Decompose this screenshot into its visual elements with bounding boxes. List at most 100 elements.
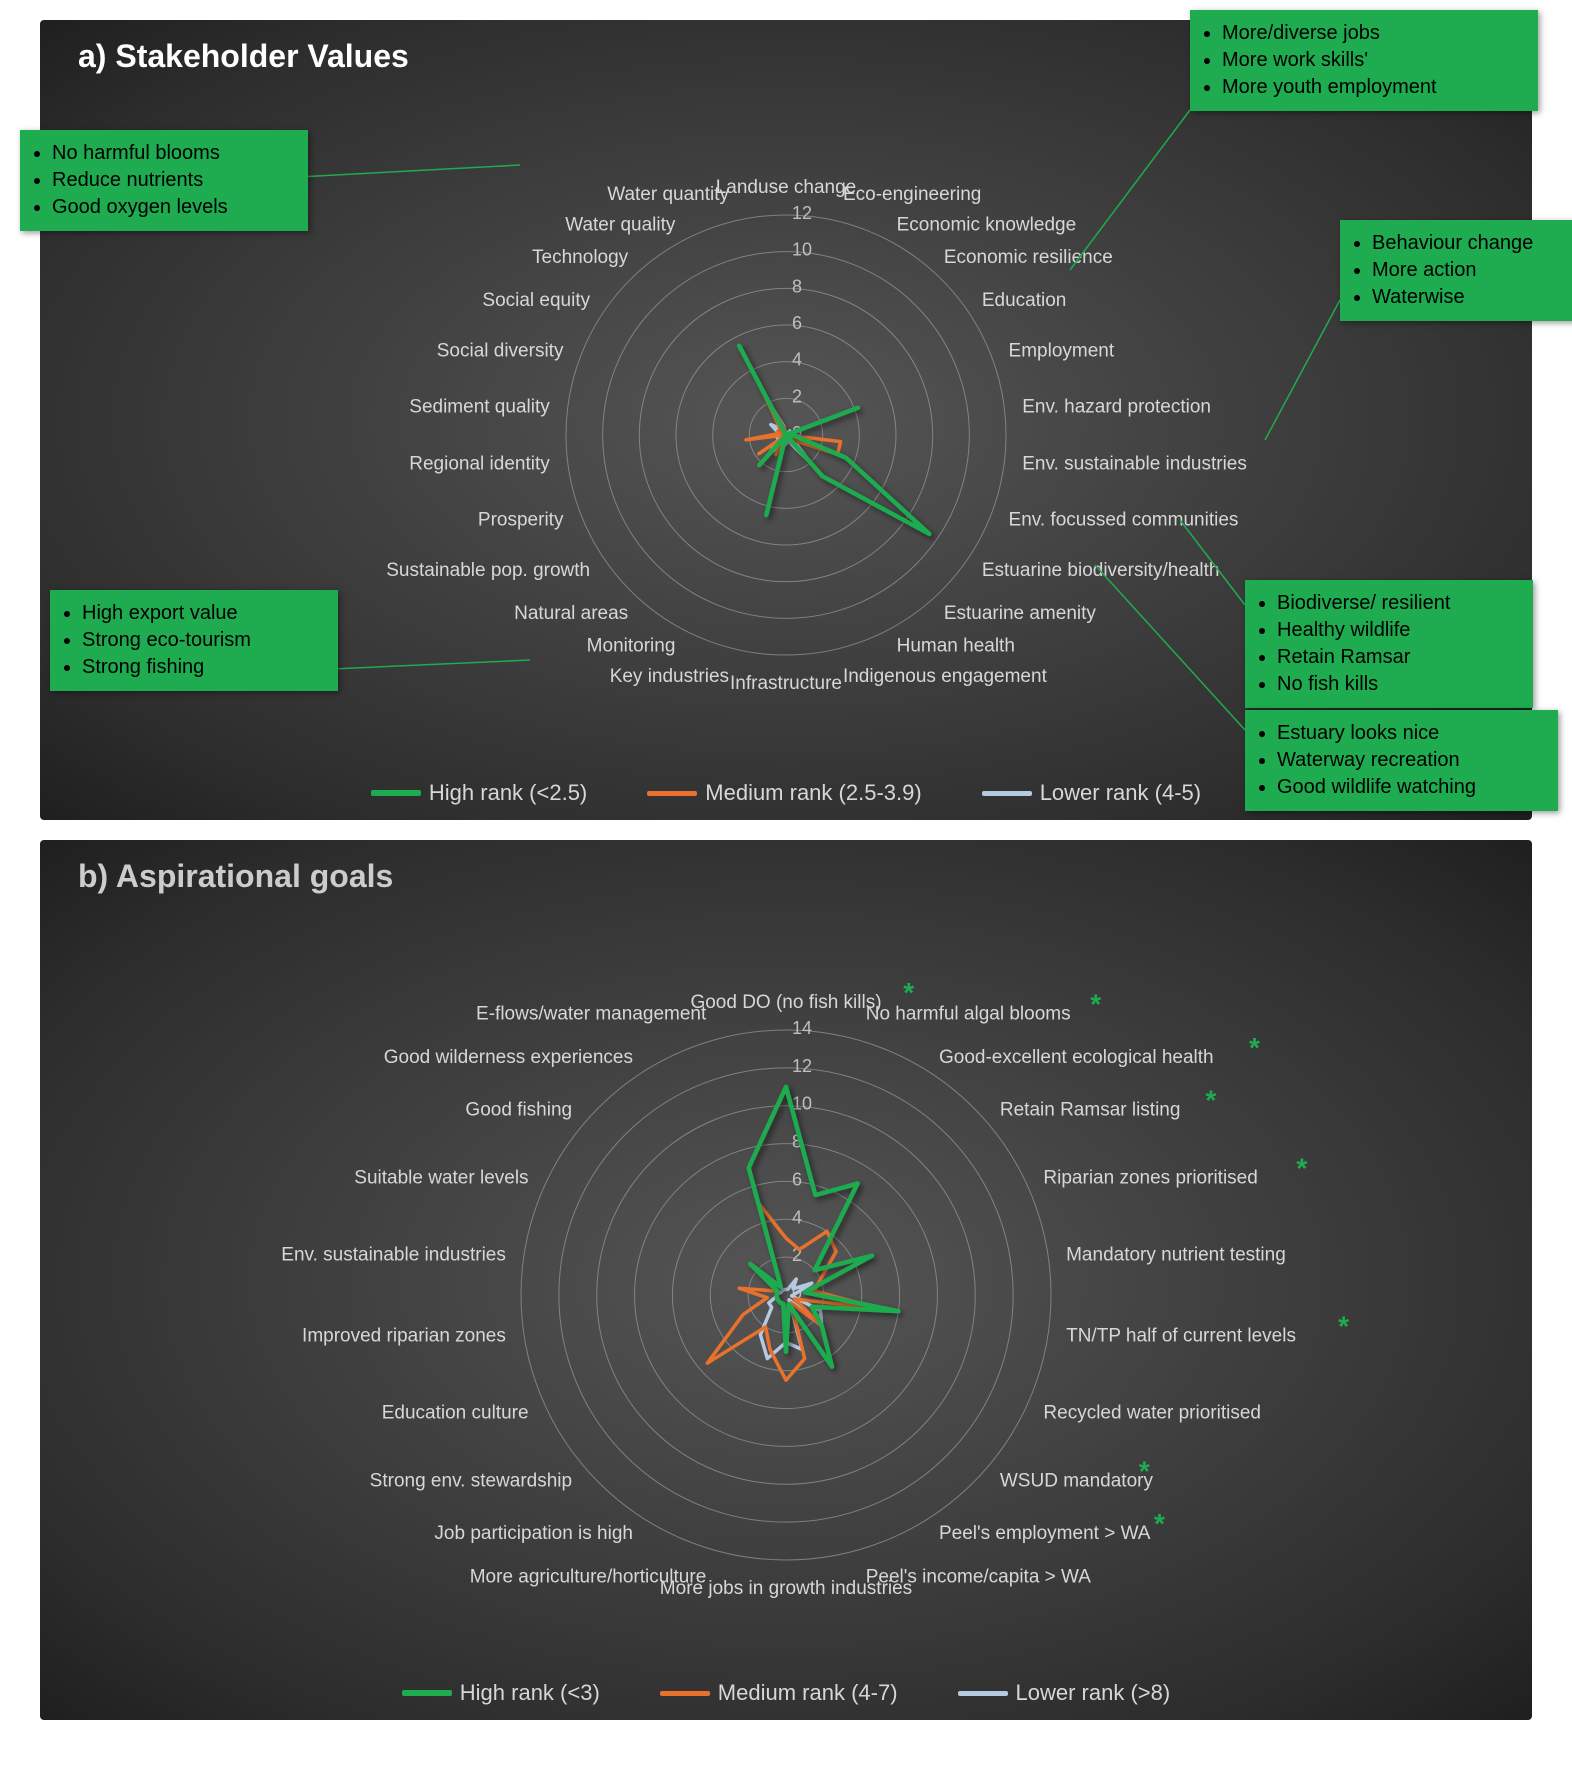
- svg-text:12: 12: [792, 203, 812, 223]
- legend-a-high: High rank (<2.5): [371, 780, 587, 806]
- callout-item: More/diverse jobs: [1222, 20, 1524, 47]
- callout-item: No harmful blooms: [52, 140, 294, 167]
- callout-item: Reduce nutrients: [52, 167, 294, 194]
- axis-label: WSUD mandatory: [1000, 1470, 1154, 1491]
- axis-label: Water quality: [565, 214, 676, 235]
- axis-label: Key industries: [610, 666, 729, 687]
- svg-text:4: 4: [792, 350, 802, 370]
- axis-label: More agriculture/horticulture: [470, 1567, 707, 1588]
- legend-b-medium: Medium rank (4-7): [660, 1680, 898, 1706]
- axis-label: Good-excellent ecological health: [939, 1047, 1214, 1068]
- axis-label: Env. focussed communities: [1009, 509, 1239, 530]
- page: a) Stakeholder Values 024681012Landuse c…: [0, 20, 1572, 1720]
- axis-label: Good DO (no fish kills): [690, 992, 881, 1013]
- radar-a-holder: 024681012Landuse changeEco-engineeringEc…: [236, 70, 1336, 775]
- legend-a-lower-label: Lower rank (4-5): [1040, 780, 1201, 806]
- callout-item: Healthy wildlife: [1277, 617, 1519, 644]
- asterisk-icon: *: [1154, 1508, 1165, 1539]
- asterisk-icon: *: [1338, 1310, 1349, 1341]
- asterisk-icon: *: [1090, 988, 1101, 1019]
- callout-item: Strong eco-tourism: [82, 627, 324, 654]
- swatch-lower-b: [958, 1691, 1008, 1696]
- callout-c4: Biodiverse/ resilientHealthy wildlifeRet…: [1245, 580, 1533, 708]
- callout-item: Biodiverse/ resilient: [1277, 590, 1519, 617]
- axis-label: Infrastructure: [730, 673, 842, 694]
- axis-label: Social equity: [482, 290, 590, 311]
- axis-label: Sustainable pop. growth: [386, 560, 590, 581]
- legend-b-lower-label: Lower rank (>8): [1016, 1680, 1171, 1706]
- axis-label: Indigenous engagement: [843, 666, 1048, 687]
- axis-label: Improved riparian zones: [302, 1325, 506, 1346]
- legend-a-medium-label: Medium rank (2.5-3.9): [705, 780, 921, 806]
- axis-label: Mandatory nutrient testing: [1066, 1245, 1286, 1266]
- axis-label: Estuarine amenity: [944, 603, 1097, 624]
- axis-label: Eco-engineering: [843, 184, 981, 205]
- svg-text:4: 4: [792, 1207, 802, 1227]
- callout-item: More action: [1372, 257, 1572, 284]
- axis-label: Sediment quality: [409, 396, 550, 417]
- axis-label: Natural areas: [514, 603, 628, 624]
- axis-label: Env. sustainable industries: [281, 1245, 506, 1266]
- callout-item: More work skills': [1222, 47, 1524, 74]
- axis-label: Monitoring: [587, 636, 676, 657]
- axis-label: Technology: [532, 247, 629, 268]
- svg-text:6: 6: [792, 313, 802, 333]
- callout-c5: Estuary looks niceWaterway recreationGoo…: [1245, 710, 1558, 811]
- panel-stakeholder-values: a) Stakeholder Values 024681012Landuse c…: [40, 20, 1532, 820]
- swatch-medium-b: [660, 1691, 710, 1696]
- axis-label: Suitable water levels: [354, 1167, 528, 1188]
- axis-label: Good wilderness experiences: [384, 1047, 633, 1068]
- axis-label: No harmful algal blooms: [866, 1003, 1071, 1024]
- callout-item: Good oxygen levels: [52, 194, 294, 221]
- axis-label: Employment: [1009, 341, 1115, 362]
- callout-c3: Behaviour changeMore actionWaterwise: [1340, 220, 1572, 321]
- asterisk-icon: *: [1139, 1455, 1150, 1486]
- svg-text:12: 12: [792, 1056, 812, 1076]
- axis-label: Job participation is high: [434, 1523, 633, 1544]
- axis-label: Strong env. stewardship: [370, 1470, 572, 1491]
- asterisk-icon: *: [1205, 1085, 1216, 1116]
- swatch-high-b: [402, 1690, 452, 1696]
- axis-label: Social diversity: [437, 341, 564, 362]
- callout-item: Retain Ramsar: [1277, 644, 1519, 671]
- callout-item: Estuary looks nice: [1277, 720, 1544, 747]
- axis-label: E-flows/water management: [476, 1003, 707, 1024]
- swatch-lower: [982, 791, 1032, 796]
- legend-b-high-label: High rank (<3): [460, 1680, 600, 1706]
- axis-label: Landuse change: [716, 177, 857, 198]
- axis-label: Regional identity: [409, 454, 550, 475]
- swatch-high: [371, 790, 421, 796]
- callout-item: Behaviour change: [1372, 230, 1572, 257]
- panel-aspirational-goals: b) Aspirational goals 02468101214Good DO…: [40, 840, 1532, 1720]
- callout-item: High export value: [82, 600, 324, 627]
- callout-c2: More/diverse jobsMore work skills'More y…: [1190, 10, 1538, 111]
- svg-text:2: 2: [792, 386, 802, 406]
- callout-item: Good wildlife watching: [1277, 774, 1544, 801]
- axis-label: Education culture: [382, 1403, 529, 1424]
- svg-text:10: 10: [792, 240, 812, 260]
- legend-a-high-label: High rank (<2.5): [429, 780, 587, 806]
- legend-a-medium: Medium rank (2.5-3.9): [647, 780, 921, 806]
- legend-b-lower: Lower rank (>8): [958, 1680, 1171, 1706]
- axis-label: Estuarine biodiversity/health: [982, 560, 1220, 581]
- legend-b-medium-label: Medium rank (4-7): [718, 1680, 898, 1706]
- axis-label: Retain Ramsar listing: [1000, 1100, 1181, 1121]
- radar-b-svg: 02468101214Good DO (no fish kills)*No ha…: [186, 885, 1386, 1675]
- axis-label: Human health: [897, 636, 1015, 657]
- axis-label: Water quantity: [607, 184, 729, 205]
- legend-a-lower: Lower rank (4-5): [982, 780, 1201, 806]
- axis-label: Economic resilience: [944, 247, 1113, 268]
- callout-c6: High export valueStrong eco-tourismStron…: [50, 590, 338, 691]
- callout-item: More youth employment: [1222, 74, 1524, 101]
- callout-c1: No harmful bloomsReduce nutrientsGood ox…: [20, 130, 308, 231]
- asterisk-icon: *: [1249, 1032, 1260, 1063]
- svg-text:10: 10: [792, 1094, 812, 1114]
- axis-label: Recycled water prioritised: [1043, 1403, 1261, 1424]
- radar-a-svg: 024681012Landuse changeEco-engineeringEc…: [236, 70, 1336, 770]
- radar-b-holder: 02468101214Good DO (no fish kills)*No ha…: [186, 885, 1386, 1680]
- svg-text:14: 14: [792, 1018, 812, 1038]
- axis-label: TN/TP half of current levels: [1066, 1325, 1296, 1346]
- swatch-medium: [647, 791, 697, 796]
- svg-text:8: 8: [792, 276, 802, 296]
- callout-item: Waterway recreation: [1277, 747, 1544, 774]
